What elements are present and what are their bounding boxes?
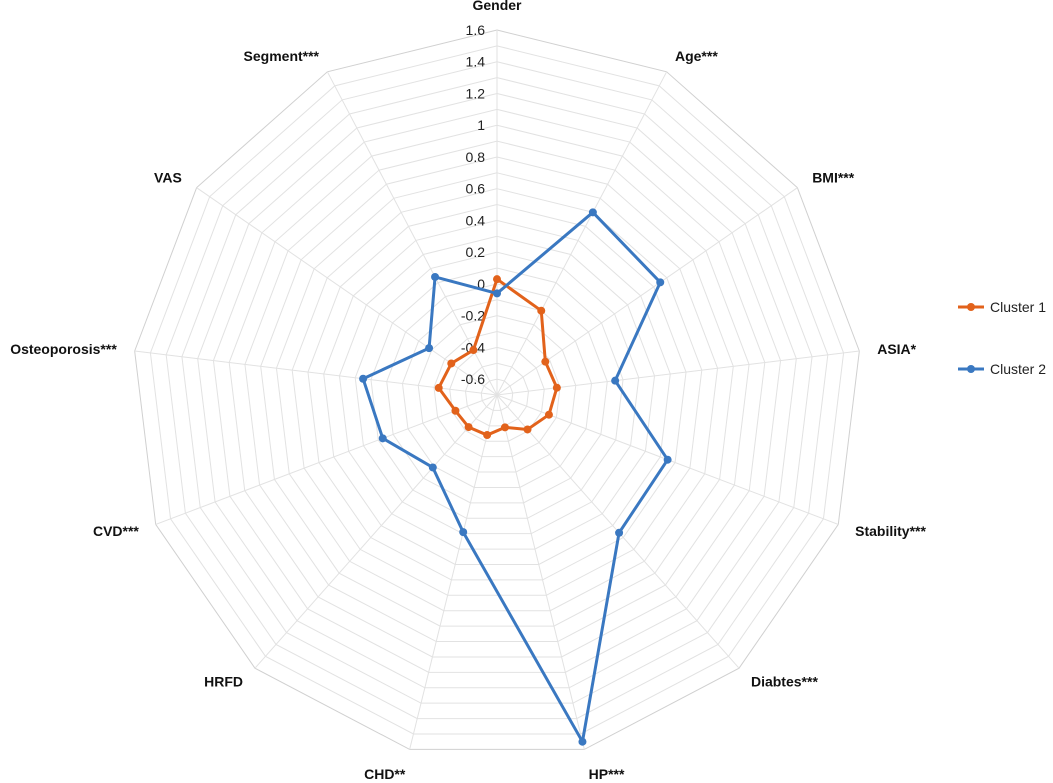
axis-label: Age*** xyxy=(675,48,718,64)
grid-spoke xyxy=(496,394,585,750)
grid-ring xyxy=(354,251,640,535)
axis-label: CVD*** xyxy=(93,523,139,539)
data-point xyxy=(493,275,501,284)
data-point xyxy=(588,208,597,217)
data-point xyxy=(378,434,387,443)
grid-ring xyxy=(370,267,624,519)
radar-grid xyxy=(134,29,860,750)
legend: Cluster 1 Cluster 2 xyxy=(958,299,1046,377)
radial-tick-label: 1.6 xyxy=(466,22,486,38)
axis-label: Stability*** xyxy=(855,523,926,539)
data-point xyxy=(483,431,492,440)
axis-label: Gender xyxy=(472,0,522,13)
grid-ring xyxy=(291,188,703,596)
data-point xyxy=(493,289,501,298)
radial-tick-label: 0 xyxy=(477,276,485,292)
grid-spoke xyxy=(496,71,668,396)
grid-ring xyxy=(260,156,734,627)
data-point xyxy=(451,406,460,415)
axis-label: Osteoporosis*** xyxy=(10,341,117,357)
data-point xyxy=(615,528,624,537)
radial-tick-labels: 1.61.41.210.80.60.40.20-0.2-0.4-0.6 xyxy=(461,22,485,387)
grid-ring xyxy=(401,299,593,488)
radial-tick-label: -0.2 xyxy=(461,308,485,324)
axis-label: HRFD xyxy=(204,674,243,690)
grid-ring xyxy=(449,346,545,442)
axis-label: HP*** xyxy=(589,766,625,782)
grid-ring xyxy=(165,61,829,720)
grid-ring xyxy=(212,108,782,673)
grid-ring xyxy=(197,92,797,689)
series-line-2 xyxy=(361,210,670,744)
data-point xyxy=(578,737,587,746)
grid-ring xyxy=(417,315,577,473)
grid-ring xyxy=(275,172,719,612)
radial-tick-label: -0.6 xyxy=(461,371,485,387)
axis-label: ASIA* xyxy=(877,341,916,357)
grid-ring xyxy=(386,283,608,504)
series-layer xyxy=(359,208,672,746)
data-point xyxy=(552,383,561,392)
axis-labels: Gender Age*** BMI*** ASIA* Stability*** Diabt… xyxy=(10,0,926,782)
data-point xyxy=(428,463,437,472)
grid-ring xyxy=(307,204,687,581)
grid-ring xyxy=(244,140,750,643)
grid-ring xyxy=(433,331,561,458)
data-point xyxy=(537,306,546,315)
legend-marker xyxy=(967,365,975,373)
axis-label: VAS xyxy=(154,169,182,185)
data-point xyxy=(434,383,443,392)
grid-ring xyxy=(228,124,766,658)
data-point xyxy=(447,359,456,368)
radial-tick-label: 1.4 xyxy=(466,54,486,70)
grid-ring xyxy=(134,29,860,750)
grid-ring xyxy=(181,77,813,704)
legend-marker xyxy=(967,303,975,311)
data-point xyxy=(544,410,553,419)
grid-spoke xyxy=(326,71,498,396)
grid-spoke xyxy=(196,187,498,396)
legend-label: Cluster 1 xyxy=(990,299,1046,315)
grid-ring xyxy=(338,235,656,550)
axis-label: Diabtes*** xyxy=(751,674,818,690)
data-point xyxy=(425,344,434,353)
series-line-1 xyxy=(437,277,559,437)
axis-label: CHD** xyxy=(364,766,406,782)
radial-tick-label: 0.2 xyxy=(466,244,486,260)
data-point xyxy=(459,528,468,537)
grid-ring xyxy=(323,219,671,565)
data-point xyxy=(663,455,672,464)
data-point xyxy=(359,374,368,383)
axis-label: Segment*** xyxy=(244,48,320,64)
radial-tick-label: 1 xyxy=(477,117,485,133)
data-point xyxy=(541,357,550,366)
data-point xyxy=(523,425,532,434)
radial-tick-label: 1.2 xyxy=(466,85,486,101)
data-point xyxy=(500,423,509,432)
data-point xyxy=(611,376,620,385)
axis-label: BMI*** xyxy=(812,169,855,185)
radial-tick-label: 0.6 xyxy=(466,181,486,197)
data-point xyxy=(464,423,473,432)
grid-spoke xyxy=(254,394,498,669)
grid-ring xyxy=(480,378,514,411)
grid-ring xyxy=(149,45,845,735)
grid-spoke xyxy=(409,394,498,750)
legend-label: Cluster 2 xyxy=(990,361,1046,377)
data-point xyxy=(469,346,478,355)
data-point xyxy=(431,272,440,281)
data-point xyxy=(656,278,665,287)
grid-ring xyxy=(464,362,530,427)
radial-tick-label: 0.4 xyxy=(466,212,486,228)
grid-spoke xyxy=(155,394,498,525)
radial-tick-label: 0.8 xyxy=(466,149,486,165)
